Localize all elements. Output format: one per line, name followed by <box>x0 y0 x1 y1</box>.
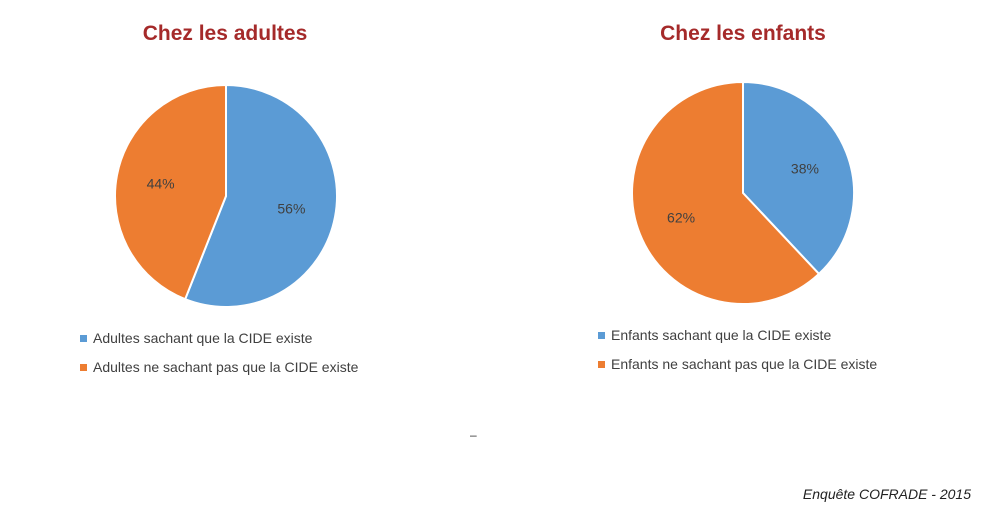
pie-slice-adults-0 <box>183 83 338 308</box>
pie-slices-adults: 56% 44% <box>114 83 338 308</box>
separator-dash: – <box>470 428 477 442</box>
pie-slice-children-1 <box>631 80 821 305</box>
legend-item-children-1: Enfants ne sachant pas que la CIDE exist… <box>598 356 877 372</box>
chart-title-children: Chez les enfants <box>660 22 826 45</box>
legend-item-adults-0: Adultes sachant que la CIDE existe <box>80 330 312 346</box>
source-footer: Enquête COFRADE - 2015 <box>802 486 971 502</box>
legend-label: Adultes sachant que la CIDE existe <box>93 330 313 346</box>
legend-item-children-0: Enfants sachant que la CIDE existe <box>598 327 831 343</box>
legend-swatch <box>598 331 605 339</box>
legend-label: Enfants sachant que la CIDE existe <box>611 327 832 343</box>
legend-swatch <box>80 334 87 342</box>
pie-chart-children: 38% 62% <box>631 80 855 305</box>
pie-slice-adults-1 <box>114 83 227 301</box>
legend-label: Adultes ne sachant pas que la CIDE exist… <box>93 359 359 375</box>
chart-title-adults: Chez les adultes <box>142 22 308 45</box>
legend-label: Enfants ne sachant pas que la CIDE exist… <box>611 356 878 372</box>
pie-label-adults-1: 44% <box>147 176 175 192</box>
legend-swatch <box>80 363 87 371</box>
pie-label-children-0: 38% <box>791 160 819 176</box>
legend-item-adults-1: Adultes ne sachant pas que la CIDE exist… <box>80 359 358 375</box>
pie-chart-adults: 56% 44% <box>114 83 338 308</box>
legend-swatch <box>598 360 605 368</box>
pie-label-adults-0: 56% <box>277 200 305 216</box>
pie-label-children-1: 62% <box>667 210 695 226</box>
pie-slices-children: 38% 62% <box>631 80 855 305</box>
pie-slice-children-0 <box>742 80 855 276</box>
